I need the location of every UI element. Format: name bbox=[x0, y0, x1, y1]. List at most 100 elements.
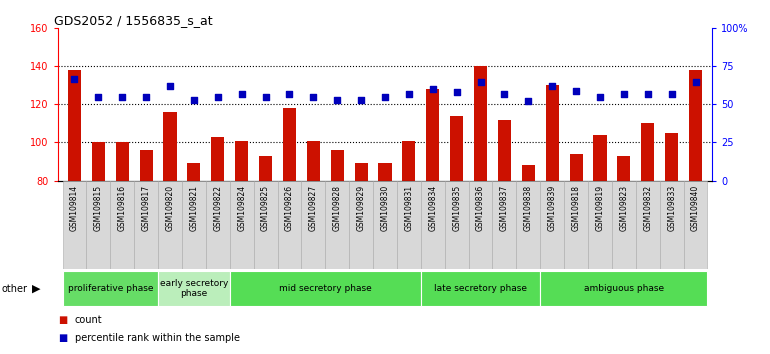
Bar bbox=[92, 142, 105, 181]
Point bbox=[164, 83, 176, 89]
Bar bbox=[618, 156, 631, 181]
Bar bbox=[689, 70, 702, 181]
Bar bbox=[306, 141, 320, 181]
Bar bbox=[373, 181, 397, 269]
Point bbox=[689, 79, 701, 84]
Bar bbox=[522, 165, 535, 181]
Bar bbox=[325, 181, 349, 269]
Bar bbox=[450, 116, 464, 181]
Text: GSM109829: GSM109829 bbox=[357, 185, 366, 231]
Point bbox=[69, 76, 81, 81]
Text: GSM109839: GSM109839 bbox=[547, 185, 557, 231]
Text: GSM109840: GSM109840 bbox=[691, 185, 700, 231]
Bar bbox=[517, 181, 541, 269]
Text: GSM109823: GSM109823 bbox=[619, 185, 628, 231]
Bar bbox=[110, 181, 134, 269]
Point bbox=[474, 79, 487, 84]
Bar bbox=[588, 181, 612, 269]
Text: GSM109830: GSM109830 bbox=[380, 185, 390, 231]
Bar bbox=[493, 181, 517, 269]
Text: count: count bbox=[75, 315, 102, 325]
Bar bbox=[570, 154, 583, 181]
Text: late secretory phase: late secretory phase bbox=[434, 284, 527, 293]
Bar bbox=[139, 150, 152, 181]
Bar bbox=[206, 181, 229, 269]
Text: GSM109814: GSM109814 bbox=[70, 185, 79, 231]
Bar bbox=[546, 85, 559, 181]
Text: GSM109838: GSM109838 bbox=[524, 185, 533, 231]
Bar bbox=[684, 181, 708, 269]
Bar bbox=[636, 181, 660, 269]
Bar bbox=[498, 120, 511, 181]
Point bbox=[450, 90, 463, 95]
Bar bbox=[301, 181, 325, 269]
Text: GSM109833: GSM109833 bbox=[667, 185, 676, 231]
Text: ambiguous phase: ambiguous phase bbox=[584, 284, 664, 293]
Bar bbox=[187, 164, 200, 181]
Bar bbox=[134, 181, 158, 269]
Bar bbox=[235, 141, 248, 181]
Point bbox=[259, 94, 272, 99]
Bar bbox=[62, 181, 86, 269]
Point bbox=[641, 91, 654, 97]
Bar bbox=[421, 271, 541, 306]
Point bbox=[618, 91, 630, 97]
Bar bbox=[541, 181, 564, 269]
Point bbox=[665, 91, 678, 97]
Text: early secretory
phase: early secretory phase bbox=[159, 279, 228, 298]
Bar bbox=[612, 181, 636, 269]
Text: ▶: ▶ bbox=[32, 284, 41, 293]
Text: other: other bbox=[2, 284, 28, 293]
Bar bbox=[283, 108, 296, 181]
Text: GSM109815: GSM109815 bbox=[94, 185, 103, 231]
Text: GSM109818: GSM109818 bbox=[571, 185, 581, 231]
Bar bbox=[330, 150, 343, 181]
Text: GSM109837: GSM109837 bbox=[500, 185, 509, 231]
Point bbox=[403, 91, 415, 97]
Text: ■: ■ bbox=[58, 315, 67, 325]
Text: GSM109820: GSM109820 bbox=[166, 185, 175, 231]
Point bbox=[307, 94, 320, 99]
Text: GSM109831: GSM109831 bbox=[404, 185, 413, 231]
Bar bbox=[421, 181, 445, 269]
Bar bbox=[594, 135, 607, 181]
Bar bbox=[259, 156, 272, 181]
Bar bbox=[253, 181, 277, 269]
Bar bbox=[354, 164, 368, 181]
Bar bbox=[469, 181, 493, 269]
Bar bbox=[349, 181, 373, 269]
Point bbox=[116, 94, 129, 99]
Bar bbox=[86, 181, 110, 269]
Bar bbox=[397, 181, 421, 269]
Bar bbox=[474, 66, 487, 181]
Point bbox=[594, 94, 606, 99]
Text: ■: ■ bbox=[58, 333, 67, 343]
Bar bbox=[641, 124, 654, 181]
Text: GSM109835: GSM109835 bbox=[452, 185, 461, 231]
Text: GSM109821: GSM109821 bbox=[189, 185, 199, 231]
Text: GDS2052 / 1556835_s_at: GDS2052 / 1556835_s_at bbox=[55, 14, 213, 27]
Text: GSM109822: GSM109822 bbox=[213, 185, 223, 231]
Point bbox=[522, 98, 534, 104]
Point bbox=[379, 94, 391, 99]
Bar bbox=[229, 181, 253, 269]
Bar bbox=[158, 271, 229, 306]
Bar bbox=[564, 181, 588, 269]
Bar bbox=[62, 271, 158, 306]
Bar bbox=[277, 181, 301, 269]
Point bbox=[283, 91, 296, 97]
Point bbox=[236, 91, 248, 97]
Point bbox=[92, 94, 105, 99]
Point bbox=[331, 97, 343, 103]
Point bbox=[498, 91, 511, 97]
Point bbox=[212, 94, 224, 99]
Text: GSM109824: GSM109824 bbox=[237, 185, 246, 231]
Text: GSM109816: GSM109816 bbox=[118, 185, 127, 231]
Text: GSM109832: GSM109832 bbox=[643, 185, 652, 231]
Point bbox=[427, 86, 439, 92]
Bar bbox=[665, 133, 678, 181]
Text: GSM109825: GSM109825 bbox=[261, 185, 270, 231]
Bar bbox=[68, 70, 81, 181]
Bar bbox=[402, 141, 416, 181]
Text: GSM109826: GSM109826 bbox=[285, 185, 294, 231]
